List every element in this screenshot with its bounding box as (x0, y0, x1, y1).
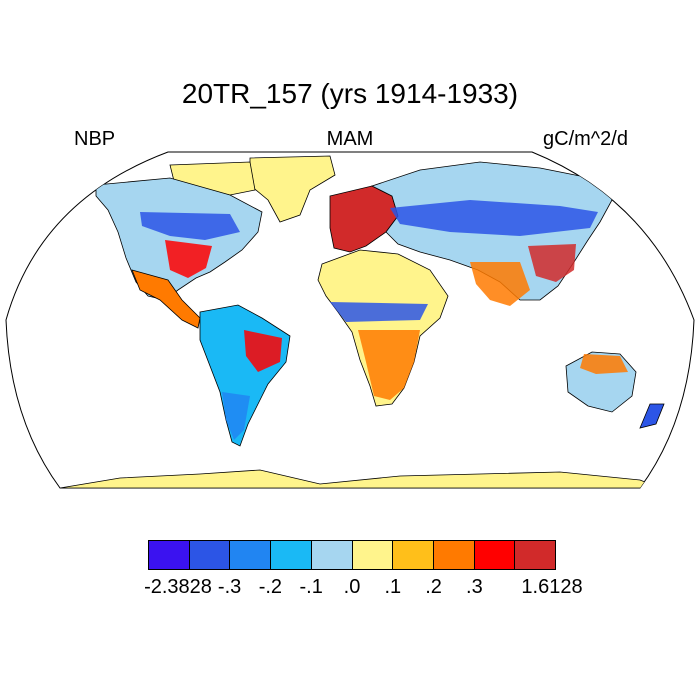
region-canada-band (140, 212, 240, 240)
colorbar-segment (271, 541, 312, 569)
colorbar-segment (189, 541, 231, 569)
colorbar (148, 540, 556, 570)
season-label: MAM (326, 128, 374, 150)
colorbar-tick-label: .3 (466, 576, 483, 598)
colorbar-segment (311, 541, 353, 569)
region-central-america (131, 269, 201, 329)
region-east-china (528, 244, 576, 282)
land-greenland (249, 155, 336, 223)
land-north-america (95, 177, 263, 301)
region-east-us (165, 240, 212, 278)
units-label: gC/m^2/d (543, 128, 628, 150)
variable-label: NBP (74, 128, 116, 150)
colorbar-segment (515, 541, 556, 569)
colorbar-tick-label: -.3 (217, 576, 242, 598)
colorbar-tick-label: -.1 (299, 576, 323, 598)
region-india-se-asia (470, 262, 530, 306)
colorbar-segment (352, 541, 394, 569)
colorbar-segment (393, 541, 434, 569)
colorbar-tick-label: .0 (343, 576, 361, 598)
region-north-australia (580, 354, 628, 374)
colorbar-segment (149, 541, 190, 569)
region-southern-africa (358, 330, 420, 400)
colorbar-tick-label: .2 (425, 576, 442, 598)
colorbar-tick-label: -.2 (258, 576, 283, 598)
region-south-south-america (222, 392, 250, 440)
region-central-asia-band (390, 200, 598, 236)
colorbar-tick-label: .1 (384, 576, 402, 598)
colorbar-segment (474, 541, 516, 569)
region-east-brazil (244, 330, 282, 372)
region-sahel (330, 302, 428, 322)
colorbar-segment (433, 541, 475, 569)
land-new-zealand (639, 403, 665, 429)
chart-title: 20TR_157 (yrs 1914-1933) (181, 78, 519, 109)
colorbar-tick-label: -2.3828 (144, 576, 212, 598)
colorbar-segment (230, 541, 272, 569)
colorbar-tick-label: 1.6128 (521, 576, 583, 598)
